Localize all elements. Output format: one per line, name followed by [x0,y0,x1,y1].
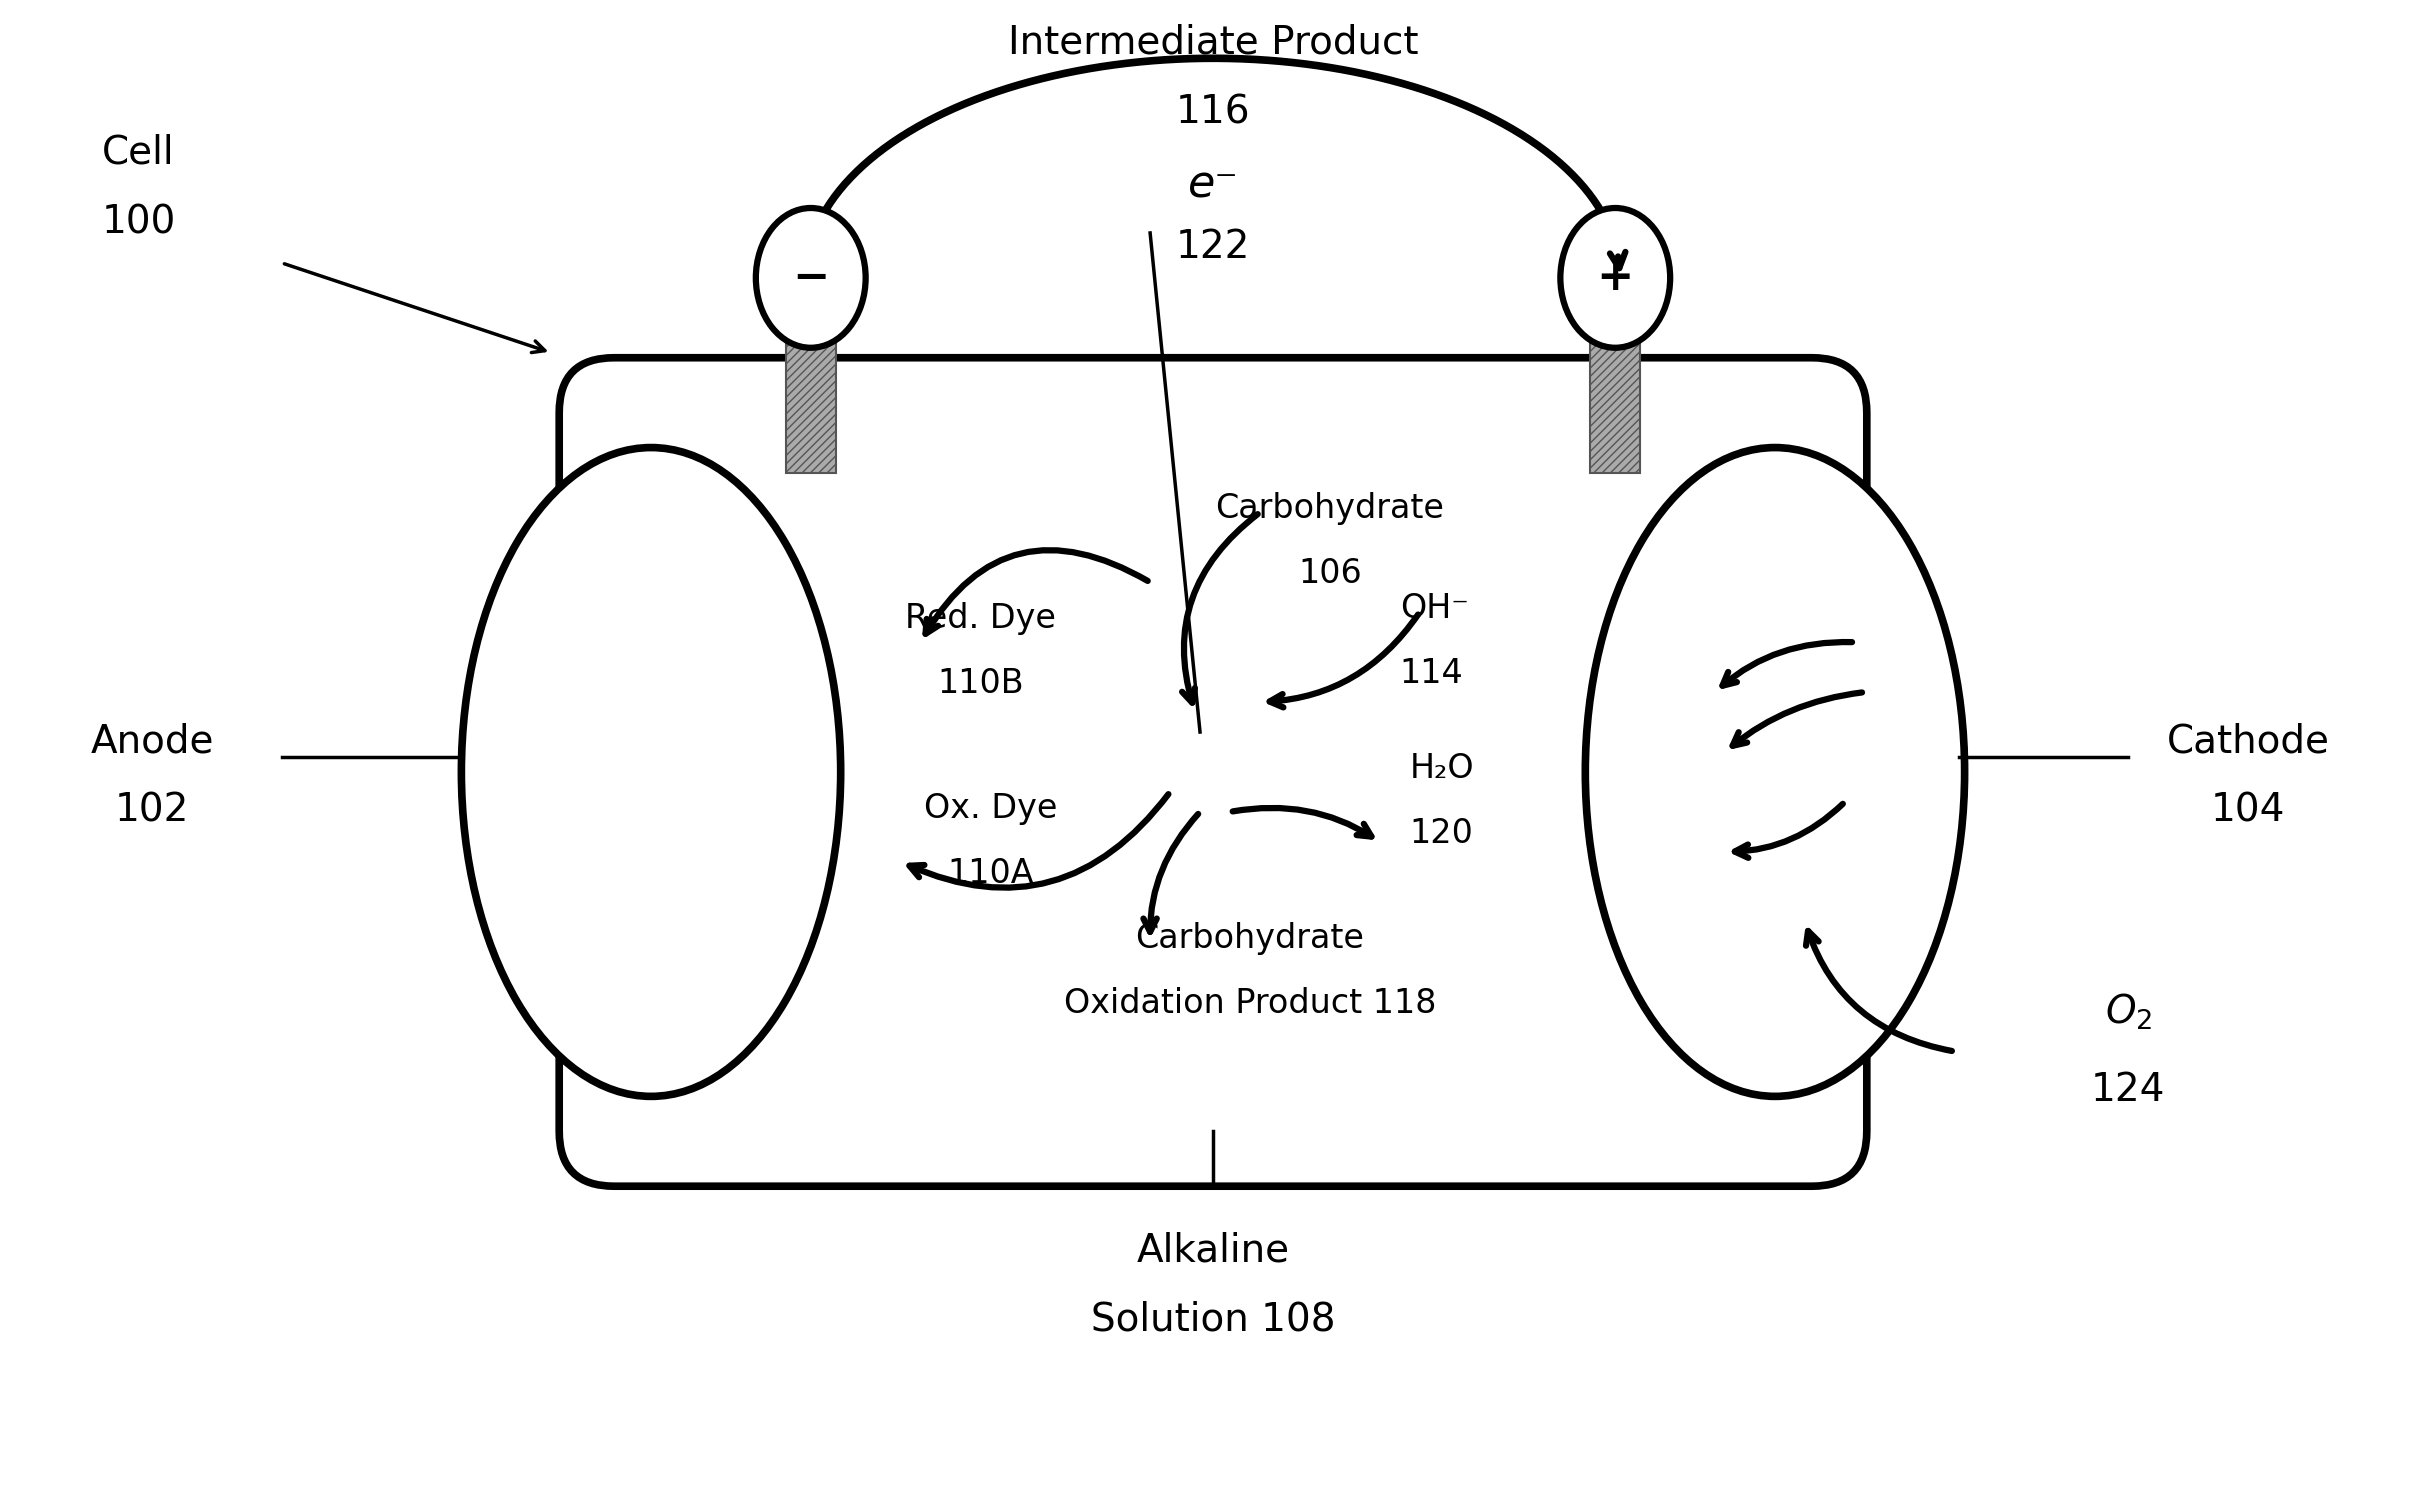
Text: Red. Dye: Red. Dye [905,602,1055,635]
Text: 122: 122 [1177,228,1249,266]
Text: 116: 116 [1177,94,1249,132]
Text: 124: 124 [2091,1072,2166,1110]
Text: Cathode: Cathode [2166,723,2329,761]
FancyBboxPatch shape [560,358,1866,1187]
Text: 114: 114 [1400,658,1463,689]
Text: Cell: Cell [102,133,175,171]
Text: Carbohydrate: Carbohydrate [1135,922,1363,954]
Text: e⁻: e⁻ [1189,163,1237,206]
Text: 110A: 110A [946,857,1033,891]
Text: Intermediate Product: Intermediate Product [1007,23,1419,62]
Ellipse shape [461,448,842,1096]
Text: Anode: Anode [90,723,213,761]
Text: −: − [793,257,830,299]
Text: Oxidation Product 118: Oxidation Product 118 [1063,986,1436,1019]
Text: Ox. Dye: Ox. Dye [924,792,1058,826]
Ellipse shape [1560,209,1669,348]
Text: 120: 120 [1410,816,1473,850]
Text: OH⁻: OH⁻ [1400,593,1468,626]
Ellipse shape [757,209,866,348]
Text: 100: 100 [102,203,177,240]
Text: 104: 104 [2210,792,2285,830]
Text: 110B: 110B [936,667,1024,700]
Text: 102: 102 [114,792,189,830]
Text: Carbohydrate: Carbohydrate [1215,493,1443,526]
Text: H₂O: H₂O [1410,751,1475,785]
Ellipse shape [1584,448,1965,1096]
Bar [786,313,835,473]
Text: Alkaline: Alkaline [1135,1231,1291,1269]
Text: 106: 106 [1298,558,1361,590]
Text: +: + [1596,257,1635,299]
Text: $O_2$: $O_2$ [2106,992,2152,1031]
Bar [1591,313,1640,473]
Text: Solution 108: Solution 108 [1092,1300,1334,1340]
